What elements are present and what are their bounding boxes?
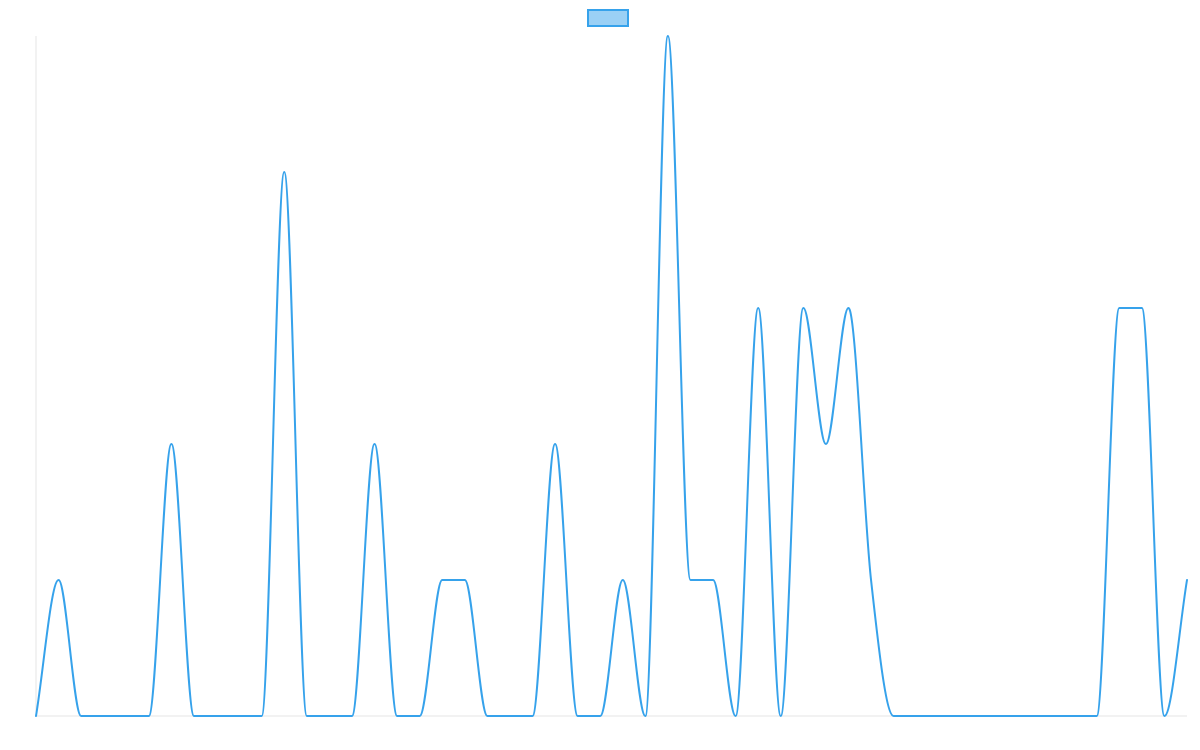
- data-point[interactable]: [101, 713, 107, 719]
- data-point[interactable]: [259, 713, 265, 719]
- data-point[interactable]: [191, 713, 197, 719]
- plot-area: [33, 33, 1190, 719]
- data-point[interactable]: [168, 441, 174, 447]
- data-point[interactable]: [236, 713, 242, 719]
- chart-axes: [35, 36, 1187, 717]
- data-point[interactable]: [778, 713, 784, 719]
- data-point[interactable]: [733, 713, 739, 719]
- data-point[interactable]: [1026, 713, 1032, 719]
- data-point[interactable]: [214, 713, 220, 719]
- data-point[interactable]: [913, 713, 919, 719]
- data-point[interactable]: [552, 441, 558, 447]
- data-point[interactable]: [1116, 305, 1122, 311]
- data-point[interactable]: [146, 713, 152, 719]
- data-point[interactable]: [439, 577, 445, 583]
- data-point[interactable]: [1161, 713, 1167, 719]
- data-point[interactable]: [507, 713, 513, 719]
- data-point[interactable]: [981, 713, 987, 719]
- data-point[interactable]: [958, 713, 964, 719]
- series-line-0: [35, 35, 1188, 717]
- data-point[interactable]: [56, 577, 62, 583]
- legend-swatch[interactable]: [587, 9, 629, 27]
- data-point[interactable]: [823, 441, 829, 447]
- data-point[interactable]: [665, 33, 671, 39]
- data-point[interactable]: [1184, 577, 1190, 583]
- data-point[interactable]: [304, 713, 310, 719]
- data-point[interactable]: [1003, 713, 1009, 719]
- data-point[interactable]: [597, 713, 603, 719]
- data-point[interactable]: [1094, 713, 1100, 719]
- data-point[interactable]: [868, 577, 874, 583]
- data-point[interactable]: [326, 713, 332, 719]
- data-point[interactable]: [33, 713, 39, 719]
- data-point[interactable]: [687, 577, 693, 583]
- data-point[interactable]: [575, 713, 581, 719]
- data-point[interactable]: [462, 577, 468, 583]
- data-point[interactable]: [710, 577, 716, 583]
- chart-legend[interactable]: [587, 9, 629, 27]
- data-point[interactable]: [936, 713, 942, 719]
- data-point[interactable]: [800, 305, 806, 311]
- data-point[interactable]: [281, 169, 287, 175]
- data-point[interactable]: [1049, 713, 1055, 719]
- data-point[interactable]: [620, 577, 626, 583]
- data-point[interactable]: [755, 305, 761, 311]
- data-point[interactable]: [394, 713, 400, 719]
- data-point[interactable]: [845, 305, 851, 311]
- data-point[interactable]: [78, 713, 84, 719]
- data-point[interactable]: [123, 713, 129, 719]
- data-point[interactable]: [642, 713, 648, 719]
- data-point[interactable]: [484, 713, 490, 719]
- data-point[interactable]: [349, 713, 355, 719]
- data-point[interactable]: [372, 441, 378, 447]
- data-point[interactable]: [1139, 305, 1145, 311]
- data-point[interactable]: [530, 713, 536, 719]
- data-point[interactable]: [1071, 713, 1077, 719]
- data-point[interactable]: [891, 713, 897, 719]
- data-point[interactable]: [417, 713, 423, 719]
